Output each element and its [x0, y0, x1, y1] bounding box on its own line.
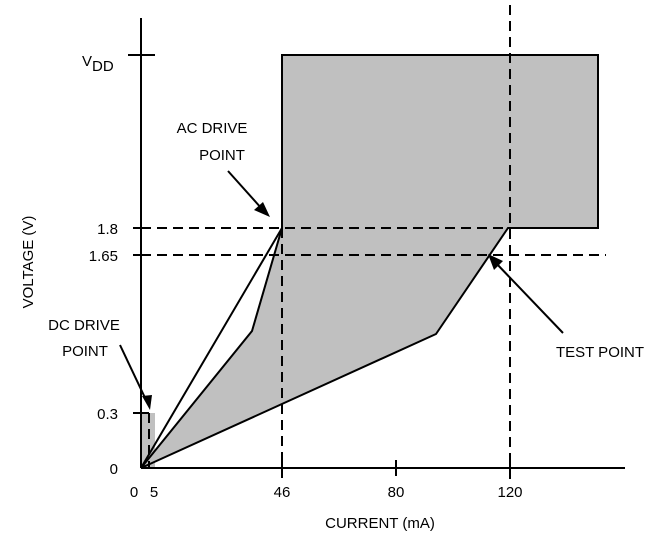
- y-tick-label-1.65: 1.65: [89, 248, 118, 265]
- x-axis-label: CURRENT (mA): [325, 515, 435, 532]
- lower-boundary-line: [140, 227, 283, 469]
- x-tick-label-80: 80: [388, 484, 405, 501]
- dc-drive-label-line2: POINT: [62, 343, 108, 360]
- y-tick-label-1.8: 1.8: [97, 221, 118, 238]
- vdd-label: VDD: [82, 53, 114, 75]
- ac-drive-arrow: [227, 170, 263, 210]
- y-tick-label-0.3: 0.3: [97, 406, 118, 423]
- y-axis-label: VOLTAGE (V): [20, 216, 37, 309]
- test-point-arrowhead: [488, 254, 503, 270]
- x-tick-label-5: 5: [150, 484, 158, 501]
- test-point-arrow: [494, 261, 564, 334]
- x-tick-label-0: 0: [130, 484, 138, 501]
- operating-region: [140, 54, 599, 469]
- vdd-label-sub: DD: [92, 58, 114, 75]
- x-tick-label-46: 46: [274, 484, 291, 501]
- x-tick-label-120: 120: [497, 484, 522, 501]
- ac-drive-arrowhead: [254, 202, 270, 217]
- test-point-label: TEST POINT: [556, 344, 644, 361]
- dc-drive-label-line1: DC DRIVE: [48, 317, 120, 334]
- vdd-label-main: V: [82, 53, 92, 70]
- dc-drive-arrow: [119, 344, 148, 403]
- dc-drive-arrowhead: [142, 395, 152, 410]
- ac-drive-label-line2: POINT: [199, 147, 245, 164]
- y-tick-label-0: 0: [110, 461, 118, 478]
- ac-drive-label-line1: AC DRIVE: [177, 120, 248, 137]
